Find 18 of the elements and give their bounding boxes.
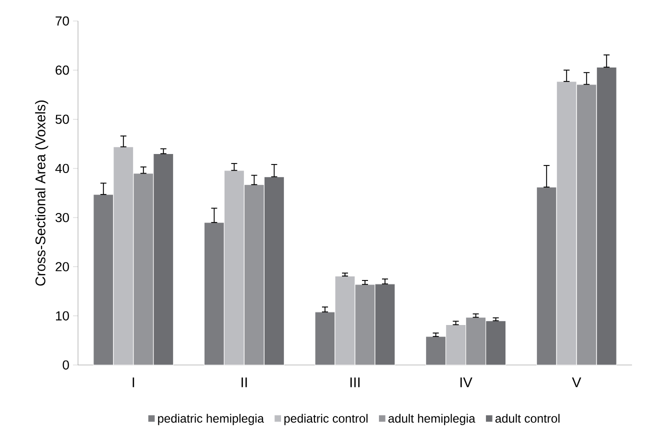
x-tick-label: III xyxy=(350,378,360,388)
y-tick-label: 60 xyxy=(56,66,69,75)
legend-label: pediatric control xyxy=(284,414,368,426)
x-tick-label: II xyxy=(242,378,247,388)
x-tick-label: IV xyxy=(460,378,472,388)
y-axis-title: Cross-Sectional Area (Voxels) xyxy=(35,100,48,286)
y-tick-label: 30 xyxy=(56,212,69,222)
y-tick-label: 50 xyxy=(56,114,69,124)
legend-label: adult control xyxy=(495,414,560,423)
y-tick-label: 10 xyxy=(56,311,69,320)
x-tick-label: I xyxy=(132,378,134,388)
y-tick-label: 40 xyxy=(55,164,69,174)
y-tick-label: 0 xyxy=(62,360,69,370)
x-tick-label: V xyxy=(572,378,582,388)
y-tick-label: 70 xyxy=(56,16,69,26)
legend-label: pediatric hemiplegia xyxy=(158,414,264,426)
legend-label: adult hemiplegia xyxy=(388,414,476,426)
y-tick-label: 20 xyxy=(56,262,69,272)
